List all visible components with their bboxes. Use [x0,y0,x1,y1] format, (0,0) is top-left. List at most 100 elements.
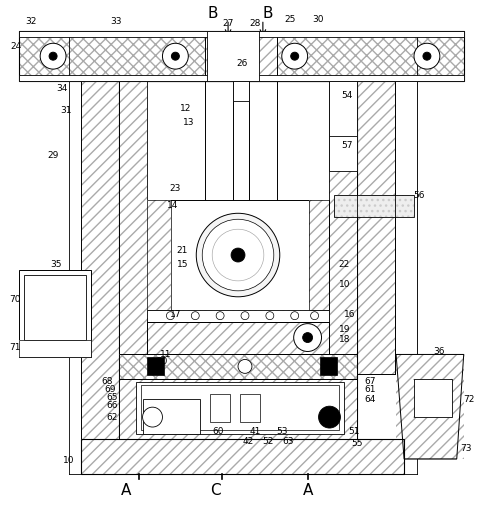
Bar [146,200,171,310]
Text: 33: 33 [110,17,122,26]
Text: 22: 22 [339,260,350,269]
Text: 71: 71 [10,343,21,352]
Text: 36: 36 [433,347,445,356]
Text: 10: 10 [339,280,350,289]
Circle shape [171,52,179,60]
Circle shape [414,43,440,69]
Text: B: B [263,6,273,21]
Text: A: A [120,483,131,498]
Text: 66: 66 [106,401,117,410]
Text: 32: 32 [26,17,37,26]
Bar [396,355,464,459]
Text: 19: 19 [339,325,350,334]
Text: 28: 28 [249,19,261,28]
Circle shape [49,52,57,60]
Bar [210,394,230,422]
Text: 68: 68 [101,377,113,386]
Text: 11: 11 [160,350,171,359]
Bar [146,357,164,376]
Bar [142,399,200,434]
Bar [207,31,259,81]
Text: 14: 14 [167,201,178,210]
Text: 65: 65 [106,393,117,402]
Bar [334,196,414,217]
Circle shape [162,43,188,69]
Bar [249,31,277,444]
Bar [19,31,464,81]
Circle shape [319,406,341,428]
Circle shape [231,248,245,262]
Bar [146,310,329,322]
Bar [146,200,171,310]
Bar [240,394,260,422]
Bar [146,322,329,355]
Circle shape [196,213,280,297]
Bar [329,81,357,439]
Text: 12: 12 [180,105,191,113]
Text: 60: 60 [213,427,224,436]
Circle shape [191,312,199,320]
Text: 52: 52 [262,437,273,447]
Text: 73: 73 [460,445,471,453]
Bar [320,357,338,376]
Text: 61: 61 [365,385,376,394]
Bar [357,81,395,374]
Text: 35: 35 [50,260,62,269]
Text: 63: 63 [282,437,294,447]
Circle shape [216,312,224,320]
Bar [136,382,344,434]
Text: 34: 34 [57,85,68,94]
Text: C: C [210,483,220,498]
Text: 30: 30 [312,15,323,24]
Bar [205,31,233,444]
Circle shape [238,359,252,373]
Bar [119,81,146,439]
Bar [119,379,357,439]
Text: 18: 18 [339,335,350,344]
Bar [334,196,414,217]
Bar [205,31,233,444]
Bar [309,200,329,310]
Polygon shape [396,355,464,459]
Bar [81,439,404,474]
Text: 27: 27 [222,19,234,28]
Bar [249,31,277,444]
Bar [414,379,452,417]
Circle shape [266,312,274,320]
Circle shape [142,407,162,427]
Bar [329,81,357,170]
Text: 29: 29 [47,151,59,160]
Text: 15: 15 [177,260,188,269]
Bar [19,75,464,81]
Text: 20: 20 [157,357,168,366]
Bar [309,200,329,310]
Text: 56: 56 [413,191,425,200]
Bar [19,31,464,37]
Circle shape [291,52,298,60]
Bar [119,355,357,379]
Text: 16: 16 [343,310,355,319]
Text: 67: 67 [365,377,376,386]
Text: 54: 54 [341,92,353,100]
Text: 26: 26 [236,59,248,67]
Bar [81,439,404,474]
Text: 17: 17 [170,310,181,319]
Text: 64: 64 [365,395,376,404]
Bar [119,355,357,379]
Text: 69: 69 [104,385,115,394]
Text: B: B [208,6,218,21]
Text: 24: 24 [11,42,22,51]
Text: 72: 72 [463,395,474,404]
Text: 25: 25 [284,15,296,24]
Circle shape [202,219,274,291]
Bar [119,379,357,439]
Bar [146,310,329,317]
Bar [329,81,357,439]
Text: 70: 70 [10,295,21,304]
Circle shape [291,312,298,320]
Circle shape [303,333,313,343]
Text: 42: 42 [242,437,254,447]
Text: 31: 31 [60,106,72,116]
Bar [19,339,91,357]
Circle shape [40,43,66,69]
